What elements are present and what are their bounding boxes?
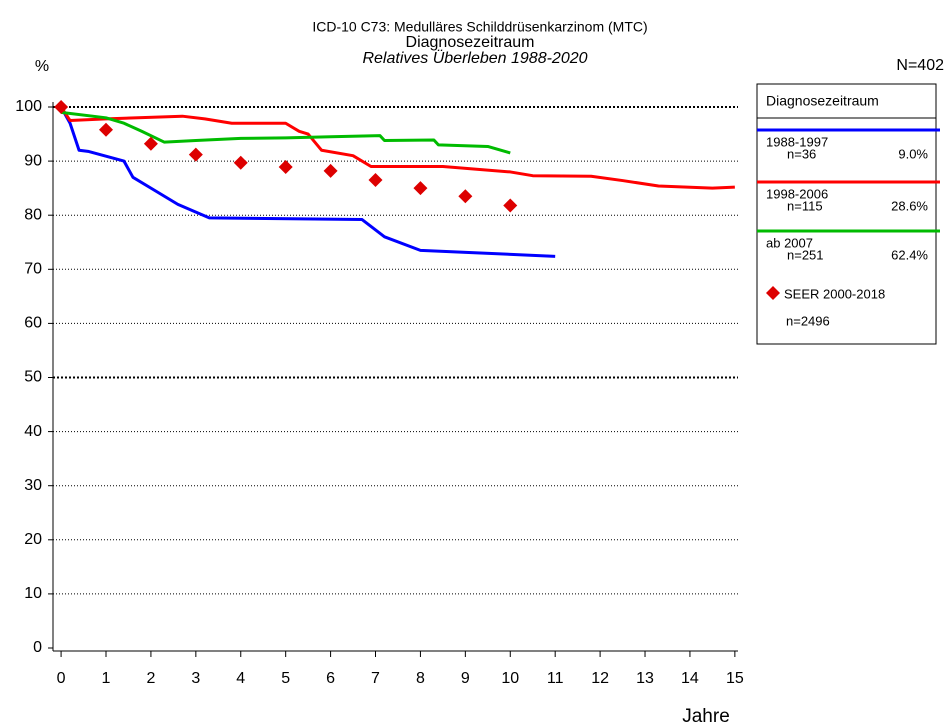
x-tick-label: 10 (501, 670, 519, 687)
legend-label: SEER 2000-2018 (784, 286, 885, 301)
marker (54, 100, 69, 114)
legend-box (756, 83, 937, 345)
legend-count: n=2496 (786, 313, 830, 328)
x-tick-label: 7 (371, 670, 380, 687)
x-tick-label: 0 (57, 670, 66, 687)
y-tick-label: 90 (24, 152, 42, 169)
y-tick-label: 80 (24, 206, 42, 223)
marker (99, 122, 114, 137)
marker (188, 147, 203, 162)
x-tick-label: 3 (191, 670, 200, 687)
y-tick-label: 50 (24, 369, 42, 386)
x-tick-label: 12 (591, 670, 609, 687)
marker (368, 173, 383, 188)
marker (233, 155, 248, 170)
legend-label: 1988-1997 (766, 134, 828, 149)
chart-subtitle: Relatives Überleben 1988-2020 (362, 49, 587, 67)
legend-share: 28.6% (891, 198, 928, 213)
legend-count: n=36 (787, 146, 816, 161)
x-tick-label: 11 (547, 670, 564, 687)
y-tick-label: 0 (33, 639, 42, 656)
marker (458, 189, 473, 204)
y-tick-label: 100 (15, 98, 42, 115)
marker (503, 198, 518, 213)
legend-marker (766, 286, 780, 300)
legend-label: ab 2007 (766, 235, 813, 250)
x-tick-label: 5 (281, 670, 290, 687)
y-tick-label: 70 (24, 261, 42, 278)
legend-count: n=115 (787, 198, 823, 213)
legend-title: Diagnosezeitraum (766, 93, 879, 109)
x-tick-label: 15 (726, 670, 744, 687)
y-tick-label: 20 (24, 531, 42, 548)
y-tick-label: 60 (24, 315, 42, 332)
x-tick-label: 9 (461, 670, 470, 687)
x-tick-label: 2 (146, 670, 155, 687)
line (59, 106, 556, 258)
legend-share: 62.4% (891, 247, 928, 262)
x-tick-label: 6 (326, 670, 335, 687)
legend-count: n=251 (787, 247, 824, 262)
marker (278, 160, 293, 175)
x-tick-label: 8 (416, 670, 425, 687)
y-tick-label: 30 (24, 477, 42, 494)
chart-subtitle: Diagnosezeitraum (406, 34, 535, 51)
x-tick-label: 14 (681, 670, 699, 687)
chart-title: ICD-10 C73: Medulläres Schilddrüsenkarzi… (312, 19, 647, 35)
y-tick-label: 10 (24, 585, 42, 602)
marker (413, 181, 428, 196)
y-axis-label: % (35, 58, 49, 75)
x-tick-label: 4 (236, 670, 245, 687)
marker (143, 136, 158, 151)
legend-label: 1998-2006 (766, 186, 828, 201)
line (59, 106, 735, 190)
legend-share: 9.0% (898, 146, 928, 161)
line (60, 110, 511, 155)
total-count: N=402 (896, 57, 944, 74)
x-tick-label: 13 (636, 670, 654, 687)
marker (323, 163, 338, 178)
y-tick-label: 40 (24, 423, 42, 440)
x-tick-label: 1 (102, 670, 111, 687)
x-axis-label: Jahre (682, 706, 730, 727)
